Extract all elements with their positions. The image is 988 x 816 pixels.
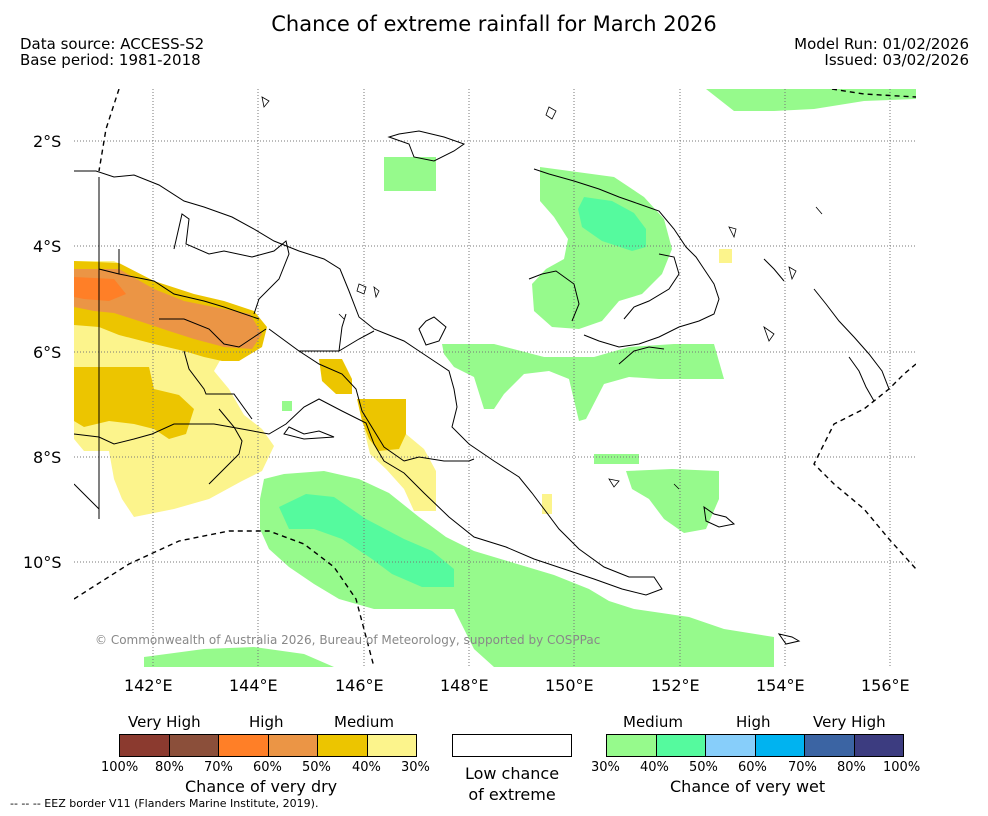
lon-label-142e: 142°E — [124, 676, 173, 695]
wet-category-high: High — [736, 713, 771, 731]
dry-swatch-100-80 — [120, 735, 170, 756]
wet-tick: 100% — [883, 760, 921, 775]
lat-label-2s: 2°S — [33, 132, 62, 151]
dry-swatch-50-40 — [318, 735, 368, 756]
graticule — [74, 89, 916, 667]
wet-swatch-30-40 — [607, 735, 657, 756]
dry-tick: 50% — [302, 760, 331, 775]
dry-category-high: High — [249, 713, 284, 731]
base-period: Base period: 1981-2018 — [20, 51, 201, 69]
lat-label-10s: 10°S — [23, 553, 62, 572]
dry-swatch-60-50 — [268, 735, 318, 756]
lon-label-146e: 146°E — [335, 676, 384, 695]
wet-swatch-60-70 — [755, 735, 805, 756]
lon-label-154e: 154°E — [756, 676, 805, 695]
wet-tick: 60% — [738, 760, 767, 775]
eez-source-note: -- -- -- EEZ border V11 (Flanders Marine… — [10, 797, 319, 810]
dry-swatch-80-70 — [169, 735, 219, 756]
coastline — [74, 130, 890, 645]
copyright-notice: © Commonwealth of Australia 2026, Bureau… — [95, 633, 601, 647]
issued-date: Issued: 03/02/2026 — [824, 51, 969, 69]
dry-tick: 40% — [352, 760, 381, 775]
wet-swatch-80-100 — [854, 735, 903, 756]
wet-swatch-70-80 — [805, 735, 855, 756]
lat-label-8s: 8°S — [33, 448, 62, 467]
dry-category-medium: Medium — [334, 713, 394, 731]
lon-label-152e: 152°E — [651, 676, 700, 695]
dry-colorbar — [119, 734, 417, 757]
dry-caption: Chance of very dry — [185, 777, 338, 796]
wet-tick: 70% — [788, 760, 817, 775]
data-source: Data source: ACCESS-S2 — [20, 35, 205, 53]
dry-swatch-70-60 — [219, 735, 269, 756]
dry-tick: 80% — [155, 760, 184, 775]
dry-tick: 30% — [401, 760, 430, 775]
wet-tick: 80% — [837, 760, 866, 775]
dry-category-very-high: Very High — [128, 713, 201, 731]
lon-label-148e: 148°E — [440, 676, 489, 695]
low-chance-caption-1: Low chance — [464, 764, 560, 783]
admin-borders — [98, 177, 475, 519]
wet-swatch-50-60 — [706, 735, 756, 756]
wet-tick: 30% — [591, 760, 620, 775]
eez-border — [74, 89, 916, 667]
wet-category-very-high: Very High — [813, 713, 886, 731]
lon-label-144e: 144°E — [229, 676, 278, 695]
lat-label-6s: 6°S — [33, 343, 62, 362]
lat-label-4s: 4°S — [33, 237, 62, 256]
wet-caption: Chance of very wet — [670, 777, 826, 796]
wet-probability-shading — [144, 89, 916, 667]
small-islands — [261, 96, 823, 490]
rainfall-map — [74, 89, 916, 667]
wet-colorbar — [606, 734, 904, 757]
low-chance-caption-2: of extreme — [468, 785, 556, 804]
dry-tick: 70% — [204, 760, 233, 775]
wet-tick: 50% — [689, 760, 718, 775]
wet-category-medium: Medium — [623, 713, 683, 731]
model-run: Model Run: 01/02/2026 — [794, 35, 969, 53]
lon-label-150e: 150°E — [545, 676, 594, 695]
lon-label-156e: 156°E — [861, 676, 910, 695]
low-chance-swatch — [452, 734, 572, 757]
wet-swatch-40-50 — [656, 735, 706, 756]
dry-probability-shading — [74, 249, 732, 517]
dry-tick: 60% — [253, 760, 282, 775]
dry-swatch-40-30 — [367, 735, 416, 756]
wet-tick: 40% — [640, 760, 669, 775]
chart-title: Chance of extreme rainfall for March 202… — [271, 12, 717, 36]
dry-tick: 100% — [101, 760, 139, 775]
